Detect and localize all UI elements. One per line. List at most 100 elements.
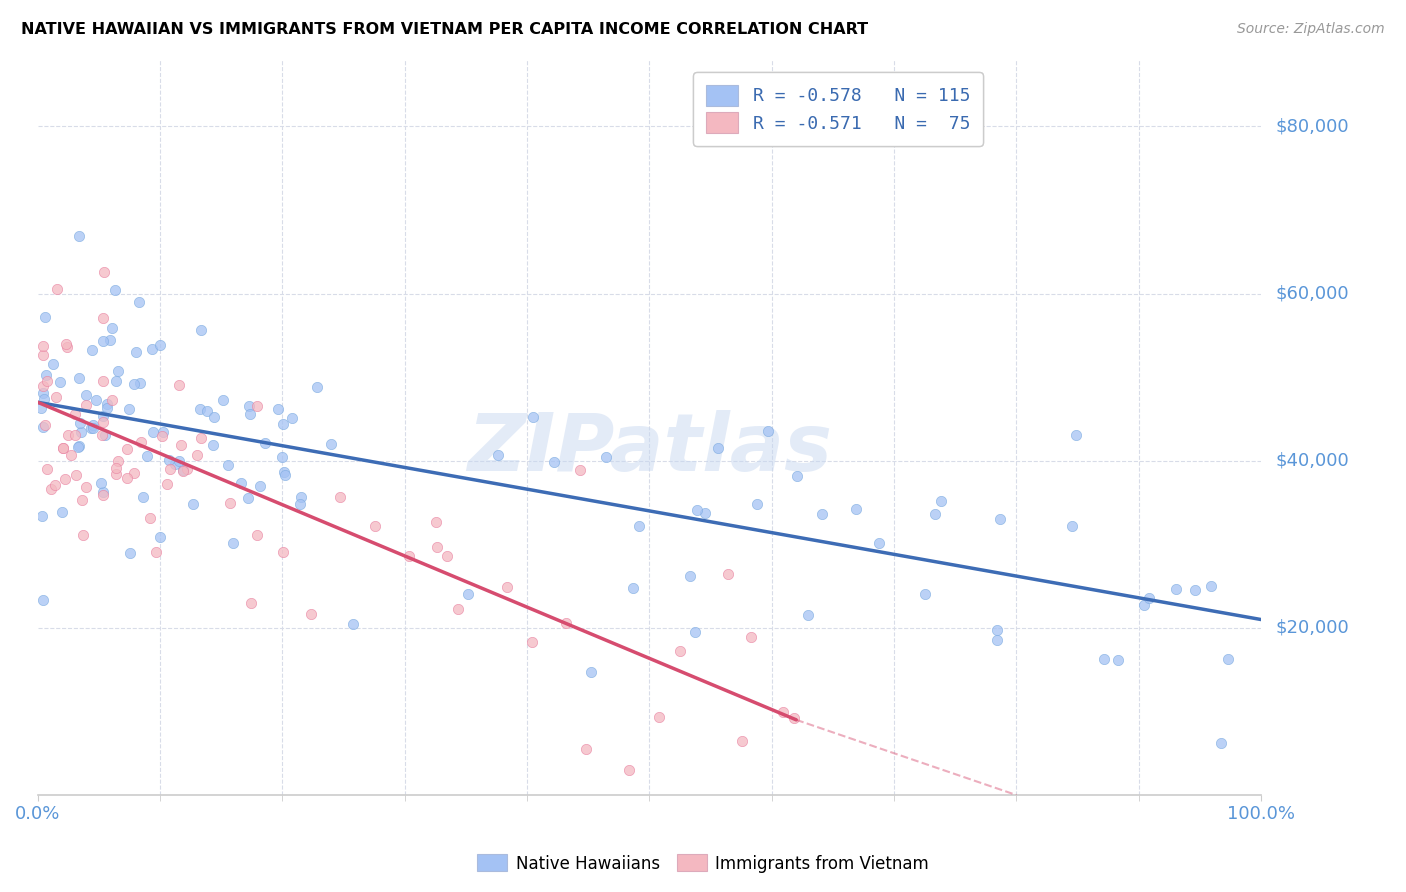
Point bbox=[190, 431, 212, 445]
Point bbox=[288, 497, 311, 511]
Point bbox=[72, 528, 94, 542]
Point bbox=[32, 593, 55, 607]
Point bbox=[41, 357, 63, 371]
Point bbox=[122, 466, 145, 480]
Point bbox=[91, 409, 114, 423]
Point bbox=[1166, 582, 1188, 597]
Point bbox=[246, 400, 269, 414]
Point bbox=[274, 467, 297, 482]
Point bbox=[82, 420, 104, 434]
Point bbox=[51, 505, 73, 519]
Point bbox=[156, 477, 179, 491]
Point bbox=[105, 467, 128, 481]
Point bbox=[425, 515, 447, 529]
Point bbox=[273, 544, 295, 558]
Point bbox=[319, 437, 342, 451]
Point bbox=[581, 665, 603, 679]
Point bbox=[35, 368, 58, 383]
Point bbox=[139, 511, 162, 525]
Point bbox=[299, 607, 322, 621]
Point bbox=[31, 338, 53, 352]
Point bbox=[31, 385, 53, 400]
Point bbox=[398, 549, 420, 563]
Point bbox=[115, 442, 138, 457]
Point bbox=[1218, 652, 1240, 666]
Point bbox=[70, 425, 93, 439]
Point bbox=[648, 710, 671, 724]
Point bbox=[159, 461, 181, 475]
Point bbox=[707, 441, 730, 455]
Point bbox=[238, 491, 260, 506]
Point bbox=[96, 401, 118, 416]
Text: NATIVE HAWAIIAN VS IMMIGRANTS FROM VIETNAM PER CAPITA INCOME CORRELATION CHART: NATIVE HAWAIIAN VS IMMIGRANTS FROM VIETN… bbox=[21, 22, 869, 37]
Point bbox=[195, 404, 218, 418]
Point bbox=[181, 497, 204, 511]
Point bbox=[758, 424, 780, 438]
Point bbox=[101, 320, 124, 334]
Point bbox=[107, 454, 129, 468]
Point bbox=[90, 476, 112, 491]
Point bbox=[67, 439, 90, 453]
Point bbox=[84, 393, 107, 408]
Point bbox=[105, 460, 128, 475]
Point bbox=[56, 428, 79, 442]
Point bbox=[555, 615, 578, 630]
Point bbox=[49, 376, 72, 390]
Point bbox=[157, 453, 180, 467]
Point bbox=[190, 323, 212, 337]
Point bbox=[31, 509, 53, 524]
Point bbox=[595, 450, 617, 464]
Point bbox=[717, 566, 740, 581]
Point bbox=[31, 379, 53, 393]
Point bbox=[55, 337, 77, 351]
Point bbox=[186, 448, 208, 462]
Point bbox=[125, 345, 148, 359]
Point bbox=[90, 427, 112, 442]
Point bbox=[1184, 583, 1206, 598]
Point bbox=[253, 436, 276, 450]
Point bbox=[45, 282, 67, 296]
Point bbox=[281, 410, 304, 425]
Point bbox=[67, 440, 90, 454]
Point bbox=[249, 479, 271, 493]
Point bbox=[270, 450, 292, 464]
Point bbox=[219, 496, 242, 510]
Point bbox=[810, 507, 832, 521]
Point bbox=[59, 448, 82, 462]
Point bbox=[436, 549, 458, 563]
Point bbox=[669, 644, 692, 658]
Point bbox=[31, 348, 53, 362]
Point bbox=[457, 587, 479, 601]
Point bbox=[93, 265, 115, 279]
Text: $20,000: $20,000 bbox=[1275, 619, 1348, 637]
Point bbox=[52, 441, 75, 455]
Point bbox=[797, 607, 820, 622]
Point bbox=[149, 337, 172, 351]
Point bbox=[986, 624, 1008, 638]
Point bbox=[117, 471, 139, 485]
Point bbox=[1107, 653, 1129, 667]
Point bbox=[176, 461, 198, 475]
Point bbox=[575, 742, 598, 756]
Point bbox=[80, 343, 103, 357]
Point bbox=[693, 506, 716, 520]
Point bbox=[75, 479, 97, 493]
Point bbox=[118, 546, 141, 560]
Point bbox=[246, 527, 269, 541]
Text: Source: ZipAtlas.com: Source: ZipAtlas.com bbox=[1237, 22, 1385, 37]
Point bbox=[39, 482, 62, 496]
Point bbox=[149, 530, 172, 544]
Point bbox=[30, 401, 52, 415]
Point bbox=[1201, 579, 1223, 593]
Point bbox=[172, 464, 194, 478]
Point bbox=[240, 596, 263, 610]
Point bbox=[686, 503, 709, 517]
Point bbox=[271, 417, 294, 432]
Point bbox=[94, 428, 117, 442]
Point bbox=[75, 398, 97, 412]
Point bbox=[35, 462, 58, 476]
Point bbox=[142, 425, 165, 439]
Point bbox=[747, 497, 769, 511]
Point bbox=[107, 364, 129, 378]
Point bbox=[44, 478, 66, 492]
